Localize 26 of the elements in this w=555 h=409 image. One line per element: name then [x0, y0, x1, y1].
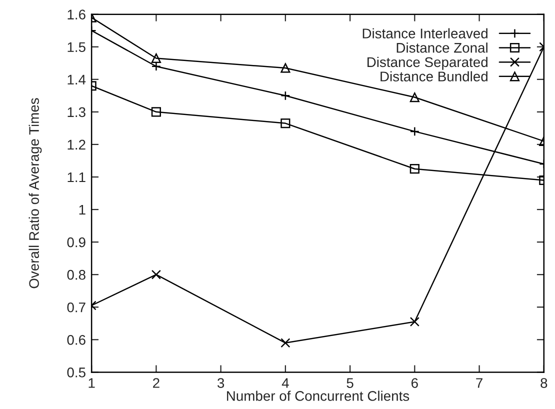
- y-tick-label: 1.3: [68, 107, 86, 118]
- x-tick-label: 1: [88, 378, 95, 388]
- x-tick-label: 8: [540, 378, 548, 388]
- x-tick-label: 4: [282, 378, 289, 388]
- x-tick-label: 6: [412, 378, 418, 388]
- y-axis-title: Overall Ratio of Average Times: [28, 98, 42, 288]
- y-tick-label: 1.5: [68, 42, 86, 52]
- y-tick-label: 1.4: [68, 74, 86, 84]
- y-tick-label: 1.1: [68, 172, 86, 182]
- legend-label: Distance Zonal: [396, 42, 488, 53]
- legend-label: Distance Separated: [368, 56, 488, 70]
- x-tick-label: 7: [476, 378, 482, 388]
- y-tick-label: 1.6: [68, 10, 86, 20]
- legend-label: Distance Interleaved: [362, 28, 488, 38]
- x-tick-label: 5: [346, 378, 354, 388]
- x-axis-title: Number of Concurrent Clients: [227, 390, 410, 401]
- y-tick-label: 0.6: [67, 334, 86, 345]
- y-tick-label: 1.2: [68, 140, 86, 150]
- y-tick-label: 0.7: [67, 302, 86, 312]
- x-tick-label: 3: [217, 378, 224, 388]
- x-tick-label: 2: [153, 378, 160, 388]
- legend-label: Distance Bundled: [380, 71, 488, 82]
- y-tick-label: 0.5: [67, 368, 86, 378]
- y-tick-label: 0.8: [67, 270, 86, 280]
- y-tick-label: 0.9: [67, 237, 86, 248]
- y-tick-label: 1: [79, 204, 86, 215]
